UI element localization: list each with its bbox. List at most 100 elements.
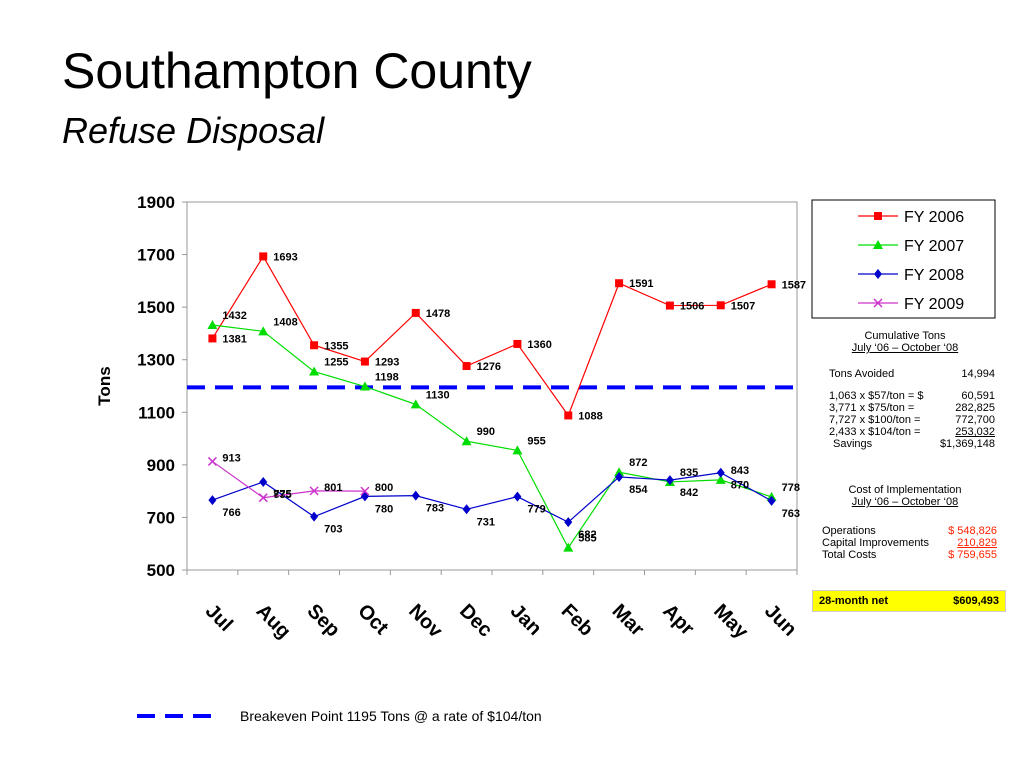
legend [811, 199, 996, 319]
x-tick-label: Jan [506, 600, 546, 640]
marker [513, 491, 522, 502]
row: Operations $ 548,826 [822, 525, 997, 537]
data-label: 731 [477, 516, 495, 528]
marker [208, 495, 217, 506]
marker [207, 320, 218, 330]
data-label: 779 [527, 504, 545, 516]
y-tick-label: 1300 [137, 351, 175, 370]
marker [615, 279, 624, 288]
data-label: 800 [375, 482, 393, 494]
rows: 1,063 x $57/ton = $60,591 3,771 x $75/ton… [829, 390, 995, 450]
row: 3,771 x $75/ton = 282,825 [829, 402, 995, 414]
marker [564, 517, 573, 528]
marker [259, 476, 268, 487]
legend-label: FY 2007 [904, 238, 964, 255]
data-label: 783 [426, 503, 444, 515]
data-label: 854 [629, 484, 648, 496]
text: Savings [833, 438, 873, 450]
marker [564, 411, 573, 420]
text: Capital Improvements [822, 537, 929, 549]
marker [258, 326, 269, 336]
row: 7,727 x $100/ton = 772,700 [829, 414, 995, 426]
data-label: 870 [731, 480, 749, 492]
x-tick-label: Sep [303, 600, 344, 641]
x-tick-label: Mar [608, 600, 649, 641]
data-label: 1693 [273, 251, 297, 263]
data-label: 763 [782, 508, 800, 520]
marker [615, 471, 624, 482]
marker [207, 456, 217, 466]
marker [309, 486, 319, 496]
data-label: 1507 [731, 300, 755, 312]
marker [665, 475, 674, 486]
text: $1,369,148 [939, 438, 995, 450]
text: 14,994 [961, 368, 995, 380]
data-label: 1506 [680, 301, 704, 313]
text: 28-month net [819, 595, 889, 607]
text: $609,493 [953, 595, 999, 607]
row: Total Costs $ 759,655 [822, 549, 997, 561]
title: Southampton County [62, 43, 532, 99]
marker [461, 436, 472, 446]
text: 772,700 [955, 414, 995, 426]
text: 282,825 [955, 402, 995, 414]
y-tick-label: 500 [147, 561, 175, 580]
x-tick-label: Aug [252, 600, 295, 643]
y-tick-label: 1500 [137, 298, 175, 317]
text: Tons Avoided [829, 368, 895, 380]
marker [874, 212, 882, 220]
row: Savings $1,369,148 [829, 438, 995, 450]
data-label: 1408 [273, 316, 297, 328]
x-tick-label: Jul [201, 600, 237, 636]
data-label: 1355 [324, 340, 348, 352]
row: Tons Avoided 14,994 [829, 368, 995, 380]
x-tick-label: Feb [557, 600, 598, 641]
marker [767, 495, 776, 506]
marker [411, 308, 420, 317]
marker [665, 301, 674, 310]
data-label: 842 [680, 487, 698, 499]
text: Cumulative Tons [864, 330, 946, 342]
data-label: 1381 [222, 333, 246, 345]
marker [359, 381, 370, 391]
data-label: 682 [578, 529, 596, 541]
x-tick-label: Dec [455, 600, 497, 642]
data-label: 835 [680, 467, 698, 479]
data-label: 1478 [426, 308, 450, 320]
cumulative-panel: Cumulative Tons July ‘06 – October ‘08 T… [815, 330, 995, 450]
text: $ 548,826 [948, 525, 997, 537]
marker [563, 542, 574, 552]
y-tick-label: 1700 [137, 246, 175, 265]
marker [259, 252, 268, 261]
data-label: 1432 [222, 310, 246, 322]
text: 253,032 [955, 426, 995, 438]
data-label: 766 [222, 507, 240, 519]
data-label: 1255 [324, 357, 348, 369]
marker [873, 240, 883, 249]
data-label: 1198 [375, 372, 399, 384]
y-axis-label: Tons [95, 366, 114, 405]
marker [716, 301, 725, 310]
text: July ‘06 – October ‘08 [851, 496, 959, 508]
data-label: 1130 [426, 389, 450, 401]
data-label: 955 [527, 435, 545, 447]
y-tick-label: 900 [147, 456, 175, 475]
data-label: 913 [222, 452, 240, 464]
marker [512, 445, 523, 455]
rows: Operations $ 548,826 Capital Improvements 2… [822, 525, 997, 561]
x-tick-label: Oct [353, 600, 392, 639]
marker [360, 486, 370, 496]
data-label: 778 [782, 482, 800, 494]
text: Operations [822, 525, 876, 537]
row: 1,063 x $57/ton = $ 60,591 [829, 390, 995, 402]
x-tick-label: Apr [658, 600, 698, 640]
data-label: 1293 [375, 357, 399, 369]
data-label: 1276 [477, 361, 501, 373]
marker [767, 280, 776, 289]
row: Capital Improvements 210,829 [822, 537, 997, 549]
marker [410, 399, 421, 409]
text: 3,771 x $75/ton = [829, 402, 915, 414]
text: July ‘06 – October ‘08 [851, 342, 959, 354]
net-box: 28-month net $609,493 [812, 590, 1006, 612]
